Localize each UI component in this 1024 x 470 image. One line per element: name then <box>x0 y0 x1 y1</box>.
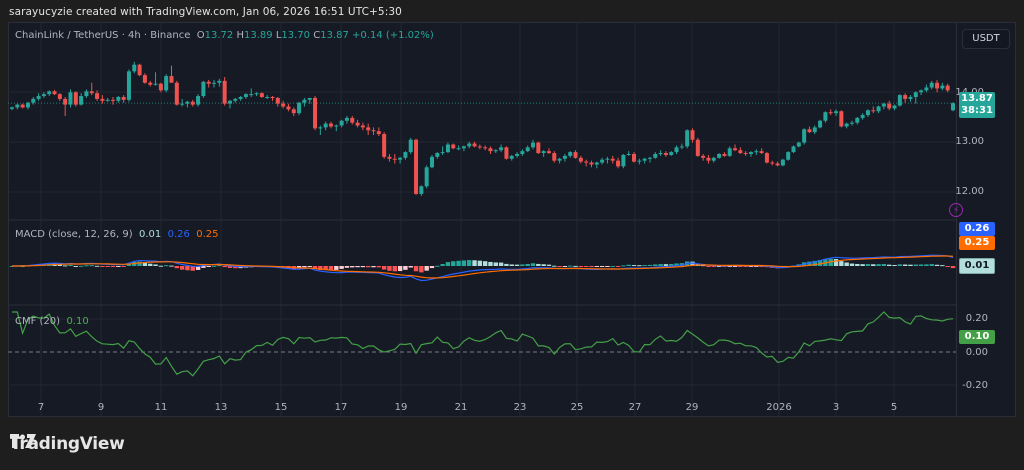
tradingview-logo[interactable]: TradingView <box>10 434 125 454</box>
macd-hist-value: 0.01 <box>138 229 162 240</box>
time-tick: 23 <box>513 402 527 413</box>
last-price-tag: 13.87 38:31 <box>959 92 995 118</box>
signal-tag: 0.25 <box>959 236 995 250</box>
close-value: 13.87 <box>320 30 349 41</box>
time-tick: 15 <box>274 402 288 413</box>
time-tick: 2026 <box>766 402 792 413</box>
cmf-label: CMF (20) <box>15 316 61 327</box>
low-value: 13.70 <box>281 30 311 41</box>
macd-line-value: 0.26 <box>167 229 190 240</box>
time-tick: 17 <box>334 402 348 413</box>
cmf-tick-020: 0.20 <box>965 313 988 324</box>
time-tick: 25 <box>570 402 584 413</box>
cmf-tick-neg020: -0.20 <box>962 380 988 391</box>
chart-canvas[interactable] <box>8 23 956 416</box>
time-tick: 5 <box>890 402 898 413</box>
change-value: +0.14 (+1.02%) <box>352 30 434 41</box>
high-value: 13.89 <box>243 30 273 41</box>
histogram-tag: 0.01 <box>959 258 995 274</box>
lightning-icon[interactable]: ⚡ <box>949 203 963 217</box>
last-price: 13.87 <box>961 93 993 104</box>
macd-signal-value: 0.25 <box>196 229 219 240</box>
tradingview-logo-text: TradingView <box>10 434 125 454</box>
symbol-legend: ChainLink / TetherUS · 4h · Binance O13.… <box>15 30 434 41</box>
macd-tag: 0.26 <box>959 222 995 236</box>
time-tick: 21 <box>454 402 468 413</box>
price-tick-12: 12.00 <box>955 186 984 197</box>
cmf-value: 0.10 <box>66 316 89 327</box>
bar-countdown: 38:31 <box>961 105 993 116</box>
time-tick: 13 <box>214 402 228 413</box>
macd-label: MACD (close, 12, 26, 9) <box>15 229 133 240</box>
time-tick: 3 <box>832 402 840 413</box>
cmf-tag: 0.10 <box>959 330 995 344</box>
tradingview-logo-icon <box>10 434 36 448</box>
symbol-name: ChainLink / TetherUS · 4h · Binance <box>15 30 191 41</box>
cmf-tick-000: 0.00 <box>965 347 988 358</box>
time-tick: 7 <box>37 402 45 413</box>
chart-attribution: sarayucyzie created with TradingView.com… <box>9 6 402 18</box>
currency-button[interactable]: USDT <box>962 29 1010 49</box>
time-tick: 11 <box>154 402 168 413</box>
time-tick: 27 <box>628 402 642 413</box>
price-tick-13: 13.00 <box>955 136 984 147</box>
time-tick: 29 <box>685 402 699 413</box>
chart-plot-area[interactable] <box>8 23 956 416</box>
time-tick: 9 <box>97 402 105 413</box>
time-tick: 19 <box>394 402 408 413</box>
open-value: 13.72 <box>204 30 234 41</box>
cmf-legend: CMF (20) 0.10 <box>15 316 89 327</box>
price-axis[interactable] <box>956 23 1015 416</box>
macd-legend: MACD (close, 12, 26, 9) 0.01 0.26 0.25 <box>15 229 218 240</box>
